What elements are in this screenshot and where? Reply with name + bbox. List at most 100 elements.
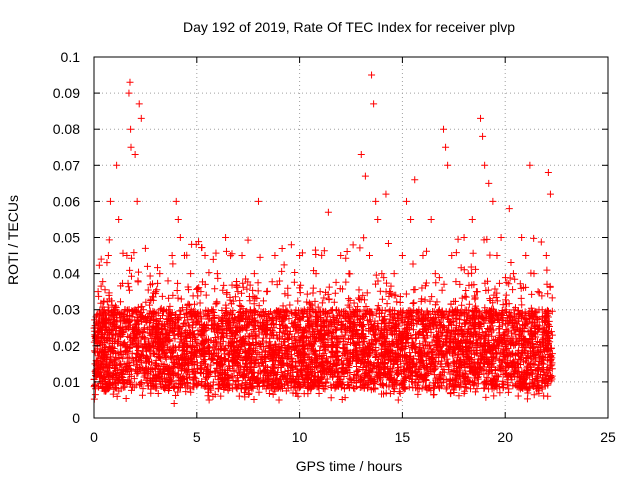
- data-point-band: [253, 375, 261, 383]
- data-point-band: [146, 272, 154, 280]
- data-point-band: [332, 278, 340, 286]
- data-point-band: [465, 300, 473, 308]
- data-point-band: [499, 347, 507, 355]
- data-point-band: [167, 324, 175, 332]
- data-point-band: [318, 251, 326, 259]
- data-point-band: [115, 324, 123, 332]
- data-point-band: [144, 382, 152, 390]
- data-point-band: [146, 281, 154, 289]
- data-point-band: [158, 322, 166, 330]
- data-point-band: [217, 392, 225, 400]
- data-point-band: [276, 310, 284, 318]
- data-point-band: [502, 291, 510, 299]
- data-point-band: [108, 326, 116, 334]
- data-point-band: [312, 308, 320, 316]
- data-point-band: [474, 355, 482, 363]
- data-point-band: [511, 373, 519, 381]
- data-point-band: [366, 351, 374, 359]
- data-point-band: [516, 377, 524, 385]
- data-point-band: [331, 289, 339, 297]
- data-point-band: [437, 370, 445, 378]
- data-point-band: [199, 337, 207, 345]
- data-point-band: [123, 343, 131, 351]
- data-point-band: [487, 347, 495, 355]
- data-point-band: [480, 236, 488, 244]
- data-point-band: [538, 385, 546, 393]
- data-point-band: [205, 371, 213, 379]
- data-point-band: [155, 368, 163, 376]
- data-point-band: [462, 370, 470, 378]
- data-point-band: [456, 373, 464, 381]
- data-point-band: [162, 355, 170, 363]
- data-point-band: [520, 358, 528, 366]
- data-point-band: [458, 337, 466, 345]
- data-point-band: [471, 294, 479, 302]
- data-point-band: [400, 359, 408, 367]
- data-point-band: [307, 355, 315, 363]
- data-point-band: [355, 295, 363, 303]
- data-point-band: [373, 371, 381, 379]
- data-point-band: [246, 297, 254, 305]
- data-point-band: [330, 341, 338, 349]
- data-point-band: [491, 285, 499, 293]
- data-point-band: [241, 322, 249, 330]
- data-point-band: [246, 350, 254, 358]
- data-point-band: [182, 388, 190, 396]
- data-point-band: [386, 353, 394, 361]
- data-point-band: [530, 361, 538, 369]
- data-point-band: [185, 322, 193, 330]
- data-point-band: [427, 360, 435, 368]
- data-point-band: [527, 328, 535, 336]
- data-point-band: [296, 289, 304, 297]
- data-point-band: [483, 373, 491, 381]
- data-point-band: [284, 284, 292, 292]
- data-point-band: [436, 309, 444, 317]
- data-point-band: [389, 330, 397, 338]
- data-point-band: [242, 356, 250, 364]
- data-point-band: [138, 391, 146, 399]
- data-point-band: [113, 314, 121, 322]
- data-point-band: [149, 296, 157, 304]
- data-point-band: [548, 365, 556, 373]
- data-point-band: [379, 371, 387, 379]
- data-point-band: [539, 346, 547, 354]
- data-point-band: [191, 370, 199, 378]
- data-point-band: [222, 247, 230, 255]
- data-point-band: [339, 360, 347, 368]
- data-point-band: [529, 333, 537, 341]
- data-point-band: [476, 335, 484, 343]
- data-point-band: [527, 269, 535, 277]
- data-point-band: [170, 384, 178, 392]
- data-point-band: [291, 269, 299, 277]
- data-point-band: [210, 349, 218, 357]
- data-point-band: [337, 357, 345, 365]
- data-point-band: [333, 368, 341, 376]
- data-point-band: [177, 307, 185, 315]
- data-point-band: [396, 345, 404, 353]
- data-point-band: [105, 311, 113, 319]
- data-point-band: [462, 381, 470, 389]
- data-point-band: [438, 312, 446, 320]
- data-point-band: [336, 285, 344, 293]
- data-point-band: [509, 286, 517, 294]
- data-point-band: [490, 392, 498, 400]
- data-point-band: [236, 327, 244, 335]
- data-point-band: [275, 379, 283, 387]
- data-point-band: [113, 392, 121, 400]
- data-point-band: [220, 281, 228, 289]
- data-point-band: [199, 349, 207, 357]
- data-point-band: [437, 318, 445, 326]
- data-point-band: [166, 353, 174, 361]
- data-point-band: [343, 340, 351, 348]
- data-point-band: [112, 383, 120, 391]
- data-point-band: [455, 383, 463, 391]
- data-point-band: [530, 391, 538, 399]
- data-point-band: [535, 354, 543, 362]
- data-point-band: [168, 377, 176, 385]
- data-point-band: [472, 368, 480, 376]
- data-point-band: [458, 294, 466, 302]
- data-point-band: [480, 370, 488, 378]
- data-point-band: [366, 366, 374, 374]
- data-point-band: [384, 240, 392, 248]
- data-point-band: [219, 382, 227, 390]
